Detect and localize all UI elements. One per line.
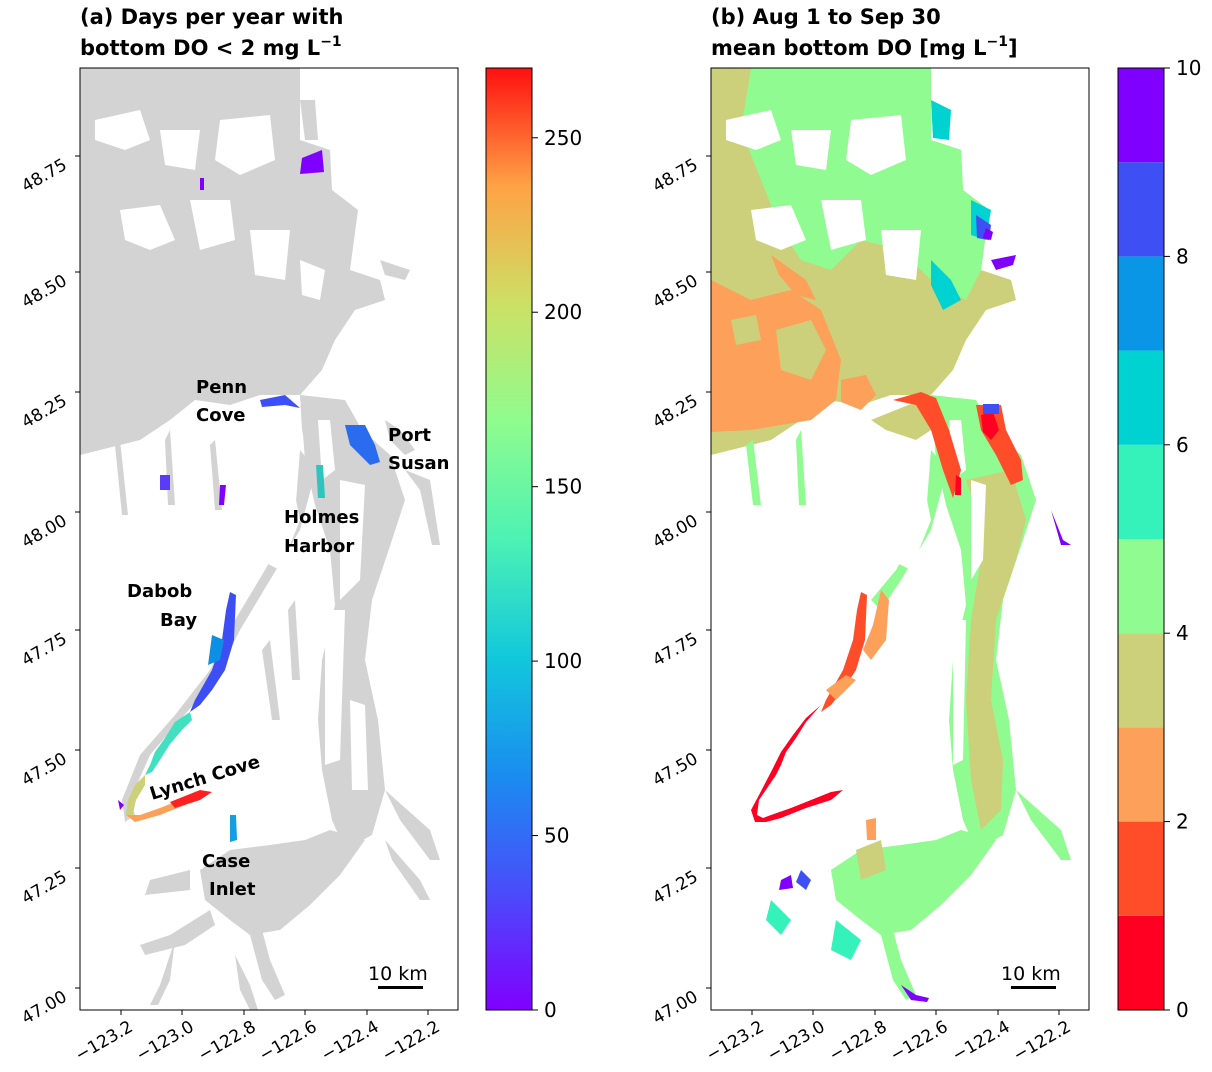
- label-penn-cove-2: Cove: [196, 405, 246, 426]
- panel-b-colorbar-level: [1118, 444, 1164, 539]
- panel-b-y-tick: 47.25: [649, 867, 701, 909]
- panel-b-islands-olive: [731, 315, 826, 380]
- panel-a-map: [80, 68, 440, 1010]
- panel-b-colorbar-level: [1118, 350, 1164, 445]
- panel-a-scale-bar-label: 10 km: [368, 963, 428, 985]
- panel-b-x-tick: −122.2: [1010, 1017, 1074, 1066]
- panel-b-y-tick: 48.00: [649, 511, 701, 553]
- panel-b-colorbar-level: [1118, 68, 1164, 163]
- panel-a-x-tick: −123.0: [133, 1017, 197, 1066]
- panel-a-x-tick: −122.8: [195, 1017, 259, 1066]
- panel-a-y-tick: 48.00: [18, 511, 70, 553]
- panel-b-x-axis: −123.2 −123.0 −122.8 −122.6 −122.4 −122.…: [703, 1010, 1075, 1066]
- panel-b-low-do: [751, 392, 1023, 822]
- panel-b-y-tick: 48.50: [649, 271, 701, 313]
- panel-b: (b) Aug 1 to Sep 30 mean bottom DO [mg L…: [649, 5, 1201, 1066]
- panel-a-y-axis: 48.75 48.50 48.25 48.00 47.75 47.50 47.2…: [18, 155, 80, 1029]
- panel-b-y-tick: 48.25: [649, 391, 701, 433]
- panel-b-x-tick: −123.2: [703, 1017, 767, 1066]
- panel-a-title-line1: (a) Days per year with: [80, 5, 343, 29]
- panel-a-colorbar-tick-label: 0: [544, 998, 557, 1022]
- label-holmes-harbor-1: Holmes: [284, 507, 359, 528]
- panel-b-colorbar-tick-label: 0: [1176, 998, 1189, 1022]
- panel-a-x-tick: −122.2: [379, 1017, 443, 1066]
- panel-b-y-tick: 47.75: [649, 629, 701, 671]
- panel-b-colorbar-tick-label: 6: [1176, 433, 1189, 457]
- panel-b-colorbar: 0 2 4 6 8 10: [1117, 56, 1201, 1022]
- panel-b-x-tick: −122.4: [949, 1017, 1013, 1066]
- panel-b-colorbar-level: [1118, 821, 1164, 916]
- panel-b-colorbar-level: [1118, 727, 1164, 822]
- label-lynch-cove: Lynch Cove: [147, 751, 262, 804]
- panel-b-colorbar-level: [1118, 915, 1164, 1010]
- panel-b-colorbar-level: [1118, 539, 1164, 634]
- panel-a-colorbar-tick-label: 150: [544, 475, 582, 499]
- panel-b-title-line2: mean bottom DO [mg L−1]: [711, 34, 1018, 60]
- panel-b-colorbar-level: [1118, 256, 1164, 351]
- panel-b-colorbar-tick-label: 10: [1176, 56, 1201, 80]
- panel-a-colorbar-tick-label: 100: [544, 649, 582, 673]
- panel-b-scale-bar: [1011, 986, 1056, 989]
- label-case-inlet-1: Case: [202, 851, 250, 872]
- panel-b-y-axis: 48.75 48.50 48.25 48.00 47.75 47.50 47.2…: [649, 155, 711, 1029]
- panel-a-y-tick: 48.75: [18, 155, 70, 197]
- label-holmes-harbor-2: Harbor: [284, 536, 354, 557]
- panel-b-x-tick: −123.0: [764, 1017, 828, 1066]
- panel-b-colorbar-tick-label: 8: [1176, 244, 1189, 268]
- label-dabob-bay-2: Bay: [160, 610, 197, 631]
- panel-b-y-tick: 47.50: [649, 749, 701, 791]
- panel-a-place-labels: Penn Cove Port Susan Holmes Harbor Dabob…: [127, 377, 449, 900]
- panel-b-x-tick: −122.6: [887, 1017, 951, 1066]
- panel-a-colorbar-tick-label: 250: [544, 126, 582, 150]
- label-port-susan-1: Port: [388, 425, 431, 446]
- panel-b-y-tick: 48.75: [649, 155, 701, 197]
- panel-a-islands: [95, 110, 368, 790]
- panel-a-scale-bar: [378, 986, 423, 989]
- panel-b-colorbar-tick-label: 2: [1176, 810, 1189, 834]
- panel-b-title-line1: (b) Aug 1 to Sep 30: [711, 5, 941, 29]
- panel-a-y-tick: 48.25: [18, 391, 70, 433]
- panel-a-x-axis: −123.2 −123.0 −122.8 −122.6 −122.4 −122.…: [72, 1010, 444, 1066]
- label-port-susan-2: Susan: [388, 453, 449, 474]
- panel-a-colorbar: 0 50 100 150 200 250: [485, 67, 582, 1022]
- panel-b-scale-bar-label: 10 km: [1001, 963, 1061, 985]
- panel-b-colorbar-frame: [1117, 67, 1165, 1011]
- label-case-inlet-2: Inlet: [209, 879, 256, 900]
- panel-a-y-tick: 47.25: [18, 867, 70, 909]
- panel-a-colorbar-tick-label: 200: [544, 300, 582, 324]
- panel-b-colorbar-tick-label: 4: [1176, 621, 1189, 645]
- panel-a-y-tick: 47.50: [18, 749, 70, 791]
- panel-b-axes-frame: [710, 67, 1090, 1011]
- panel-a: (a) Days per year with bottom DO < 2 mg …: [18, 5, 582, 1066]
- panel-b-map: [711, 68, 1071, 1002]
- panel-b-islands: [726, 110, 986, 765]
- panel-b-colorbar-level: [1118, 162, 1164, 257]
- panel-a-x-tick: −122.6: [256, 1017, 320, 1066]
- panel-a-axes-frame: [79, 67, 459, 1011]
- panel-a-x-tick: −123.2: [72, 1017, 136, 1066]
- panel-b-colorbar-level: [1118, 633, 1164, 728]
- panel-a-y-tick: 47.00: [18, 987, 70, 1029]
- panel-b-x-tick: −122.8: [826, 1017, 890, 1066]
- panel-a-x-tick: −122.4: [318, 1017, 382, 1066]
- panel-a-colorbar-gradient: [485, 67, 533, 1011]
- panel-a-y-tick: 48.50: [18, 271, 70, 313]
- label-dabob-bay-1: Dabob: [127, 581, 192, 602]
- label-penn-cove-1: Penn: [196, 377, 247, 398]
- panel-a-colorbar-tick-label: 50: [544, 824, 569, 848]
- panel-a-hypoxia-hotspots: [118, 150, 380, 842]
- panel-a-y-tick: 47.75: [18, 629, 70, 671]
- panel-a-title-line2: bottom DO < 2 mg L−1: [80, 34, 342, 60]
- panel-b-y-tick: 47.00: [649, 987, 701, 1029]
